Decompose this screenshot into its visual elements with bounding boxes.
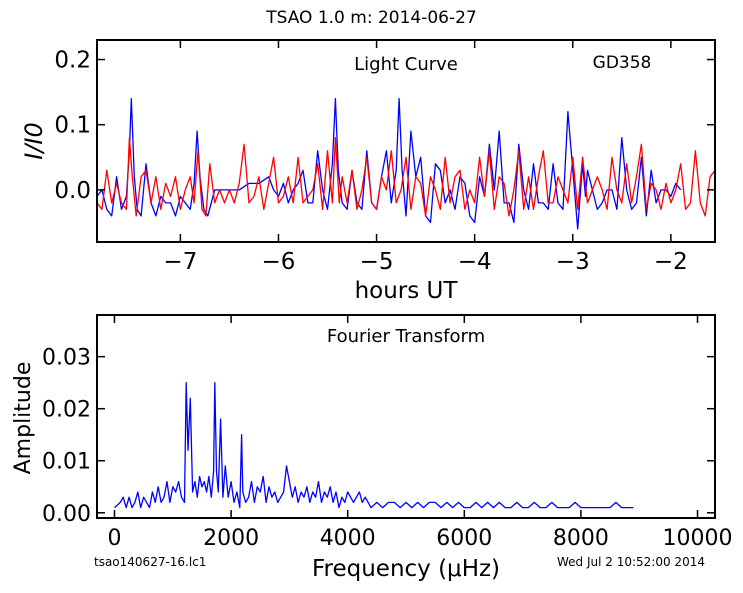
fourier-x-tick-label: 8000 xyxy=(553,526,609,551)
light-curve-x-tick-label: −2 xyxy=(654,249,688,275)
fourier-y-tick-label: 0.00 xyxy=(42,502,91,527)
fourier-x-tick-label: 0 xyxy=(107,526,121,551)
light-curve-x-tick-label: −7 xyxy=(163,249,197,275)
fourier-frame xyxy=(96,314,716,519)
figure-title: TSAO 1.0 m: 2014-06-27 xyxy=(266,8,477,28)
fourier-series-1 xyxy=(114,382,634,509)
light-curve-series-2 xyxy=(96,137,716,217)
footer-timestamp: Wed Jul 2 10:52:00 2014 xyxy=(557,555,705,569)
fourier-series-group xyxy=(114,382,634,509)
fourier-y-tick-label: 0.03 xyxy=(42,346,91,371)
light-curve-x-label: hours UT xyxy=(355,278,459,304)
fourier-x-tick-label: 4000 xyxy=(320,526,376,551)
fourier-x-tick-label: 6000 xyxy=(436,526,492,551)
light-curve-x-tick-label: −4 xyxy=(458,249,492,275)
light-curve-panel: −7 −6 −5 −4 −3 −20.00.10.2 Light Curve GD358 … xyxy=(20,39,716,304)
fourier-y-tick-label: 0.02 xyxy=(42,398,91,423)
fourier-x-label: Frequency (μHz) xyxy=(312,556,500,582)
light-curve-y-tick-label: 0.0 xyxy=(54,178,91,204)
fourier-annotation: Fourier Transform xyxy=(327,326,485,347)
light-curve-annotation: Light Curve xyxy=(354,54,458,75)
footer-filename: tsao140627-16.lc1 xyxy=(94,555,207,569)
light-curve-frame xyxy=(96,39,716,243)
fourier-x-tick-label: 2000 xyxy=(203,526,259,551)
target-label: GD358 xyxy=(593,53,652,73)
fourier-x-tick-label: 10000 xyxy=(663,526,733,551)
light-curve-y-tick-label: 0.2 xyxy=(54,48,91,74)
light-curve-x-tick-label: −6 xyxy=(262,249,296,275)
fourier-y-label: Amplitude xyxy=(11,362,36,475)
light-curve-series-group xyxy=(96,97,716,230)
light-curve-y-tick-label: 0.1 xyxy=(54,113,91,139)
fourier-ticks: 0 2000 4000 6000 8000 10000 0.00 0.01 0.02 0.03 xyxy=(42,315,733,551)
light-curve-x-tick-label: −3 xyxy=(556,249,590,275)
light-curve-ticks: −7 −6 −5 −4 −3 −2 0.0 0.1 0.2 xyxy=(54,40,715,275)
fourier-y-tick-label: 0.01 xyxy=(42,450,91,475)
fourier-panel: 0 2000 4000 6000 8000 10000 0.00 0.01 0.02 0.03 F… xyxy=(11,314,733,582)
light-curve-x-tick-label: −5 xyxy=(360,249,394,275)
light-curve-series-1 xyxy=(96,97,682,230)
light-curve-y-label: I/I0 xyxy=(20,122,48,160)
